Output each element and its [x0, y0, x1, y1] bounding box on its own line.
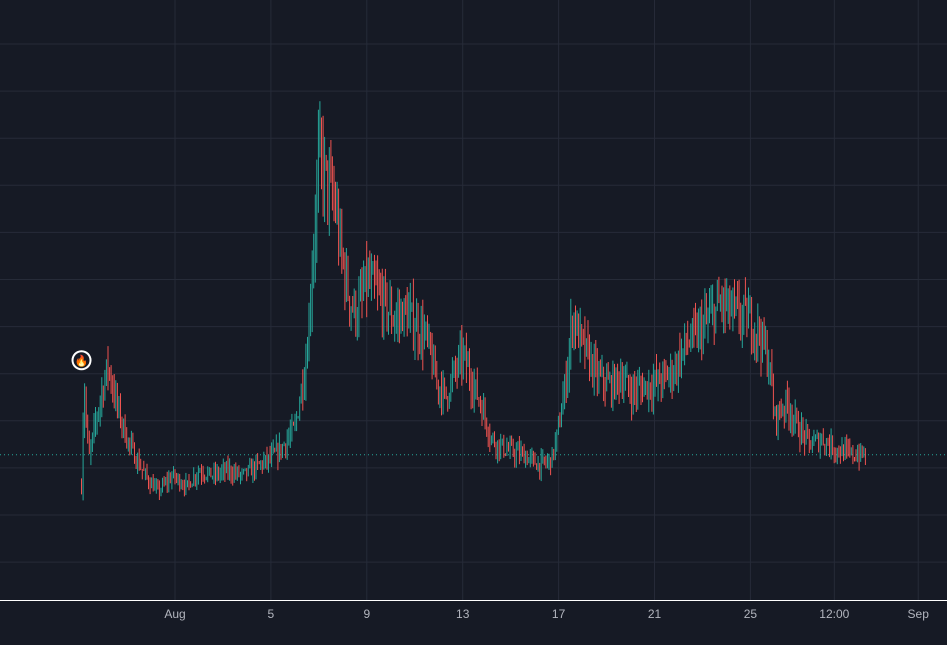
x-tick-label: 12:00	[819, 607, 849, 621]
x-tick-label: 13	[456, 607, 470, 621]
candles	[81, 101, 866, 501]
x-tick-label: 21	[648, 607, 662, 621]
x-tick-label: 17	[552, 607, 566, 621]
x-tick-label: 9	[363, 607, 370, 621]
x-tick-label: Aug	[164, 607, 185, 621]
x-tick-label: 25	[744, 607, 758, 621]
flame-icon: 🔥	[75, 354, 89, 367]
time-axis[interactable]: Aug 5 9 13 17 21 25 12:00 Sep	[164, 607, 929, 621]
x-tick-label: Sep	[908, 607, 930, 621]
flame-icon-bg	[73, 352, 90, 369]
event-marker[interactable]: 🔥	[71, 350, 92, 371]
x-tick-label: 5	[268, 607, 275, 621]
grid	[0, 0, 947, 600]
